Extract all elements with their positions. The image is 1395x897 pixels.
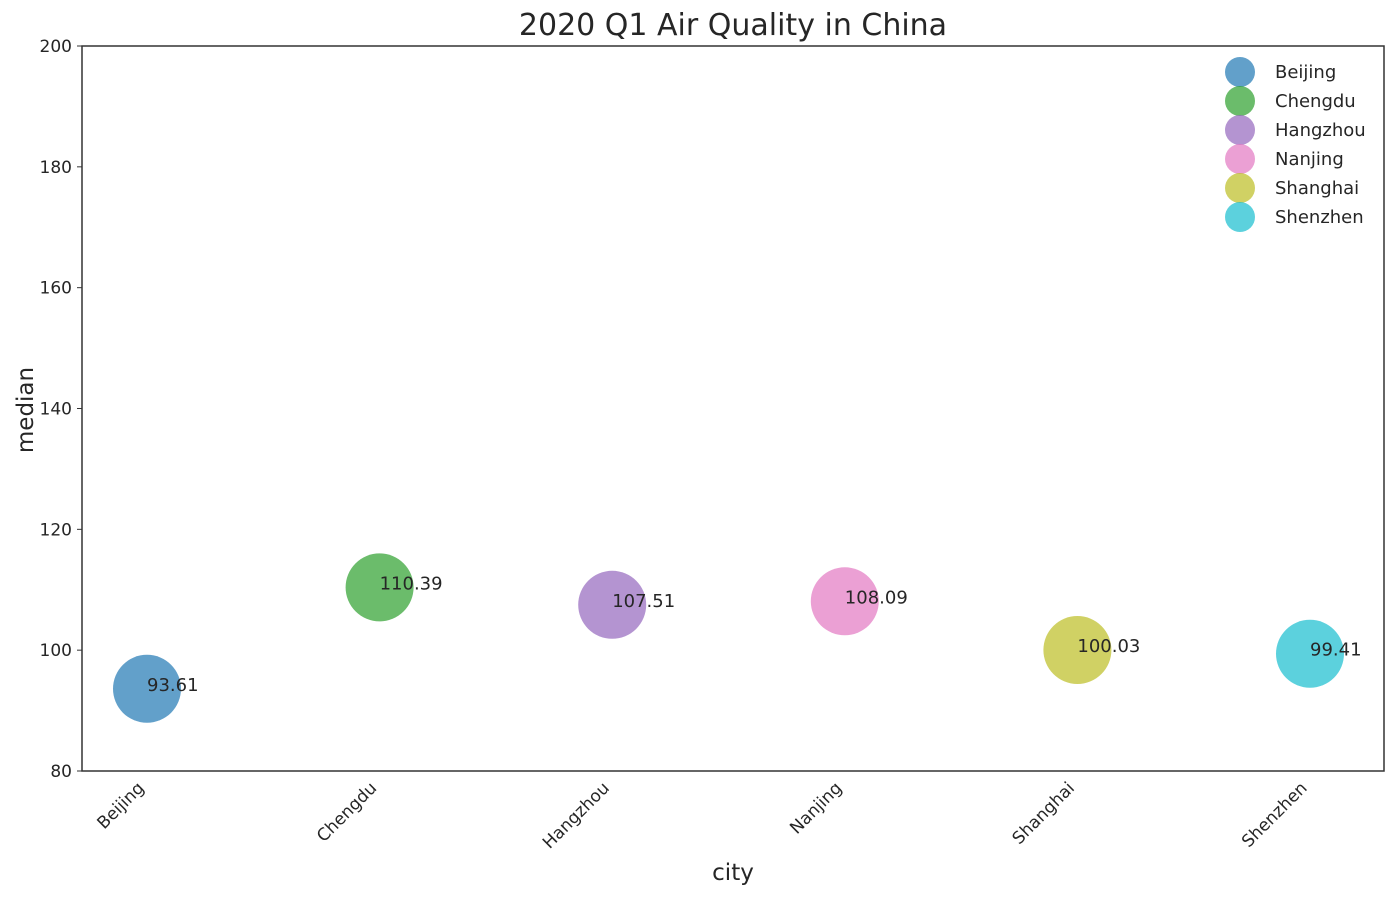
legend-label-shanghai: Shanghai bbox=[1275, 178, 1359, 199]
x-tick-label: Hangzhou bbox=[539, 778, 614, 853]
legend-label-shenzhen: Shenzhen bbox=[1275, 207, 1364, 228]
y-tick-label: 140 bbox=[40, 400, 72, 420]
bubble-chengdu bbox=[345, 553, 414, 622]
chart-title: 2020 Q1 Air Quality in China bbox=[519, 8, 947, 43]
legend-marker-shenzhen bbox=[1225, 202, 1255, 232]
data-label-shanghai: 100.03 bbox=[1077, 636, 1140, 657]
y-tick-label: 100 bbox=[40, 641, 72, 661]
data-label-chengdu: 110.39 bbox=[380, 573, 443, 594]
legend: Beijing Chengdu Hangzhou Nanjing Shanghai She… bbox=[1225, 57, 1366, 232]
bubble-nanjing bbox=[810, 567, 879, 636]
x-tick-label: Beijing bbox=[93, 778, 148, 833]
legend-label-chengdu: Chengdu bbox=[1275, 91, 1356, 112]
legend-marker-nanjing bbox=[1225, 144, 1255, 174]
data-label-hangzhou: 107.51 bbox=[612, 591, 675, 612]
y-axis: 80 100 120 140 160 180 200 bbox=[40, 37, 82, 782]
x-tick-label: Shenzhen bbox=[1238, 778, 1311, 851]
bubble-hangzhou bbox=[578, 570, 647, 639]
legend-marker-hangzhou bbox=[1225, 115, 1255, 145]
bubble-shanghai bbox=[1043, 615, 1112, 684]
y-tick-label: 160 bbox=[40, 279, 72, 299]
data-label-shenzhen: 99.41 bbox=[1310, 640, 1362, 661]
x-axis: Beijing Chengdu Hangzhou Nanjing Shanghai She… bbox=[93, 778, 1311, 853]
bubble-shenzhen bbox=[1276, 619, 1344, 688]
legend-marker-shanghai bbox=[1225, 173, 1255, 203]
data-label-nanjing: 108.09 bbox=[845, 587, 908, 608]
y-tick-label: 120 bbox=[40, 520, 72, 540]
y-tick-label: 80 bbox=[50, 762, 72, 782]
x-tick-label: Nanjing bbox=[786, 778, 846, 838]
y-tick-label: 180 bbox=[40, 158, 72, 178]
data-labels: 93.61 110.39 107.51 108.09 100.03 99.41 bbox=[147, 573, 1362, 695]
y-tick-label: 200 bbox=[40, 37, 72, 57]
bubble-beijing bbox=[113, 654, 181, 723]
y-axis-label: median bbox=[13, 367, 39, 453]
legend-label-hangzhou: Hangzhou bbox=[1275, 120, 1366, 141]
x-tick-label: Chengdu bbox=[313, 778, 381, 846]
data-label-beijing: 93.61 bbox=[147, 675, 199, 696]
legend-marker-chengdu bbox=[1225, 86, 1255, 116]
legend-label-nanjing: Nanjing bbox=[1275, 149, 1344, 170]
legend-label-beijing: Beijing bbox=[1275, 62, 1336, 83]
x-axis-label: city bbox=[712, 860, 754, 886]
bubble-series bbox=[113, 553, 1344, 723]
plot-area bbox=[81, 45, 1385, 772]
legend-marker-beijing bbox=[1225, 57, 1255, 87]
x-tick-label: Shanghai bbox=[1009, 778, 1079, 848]
